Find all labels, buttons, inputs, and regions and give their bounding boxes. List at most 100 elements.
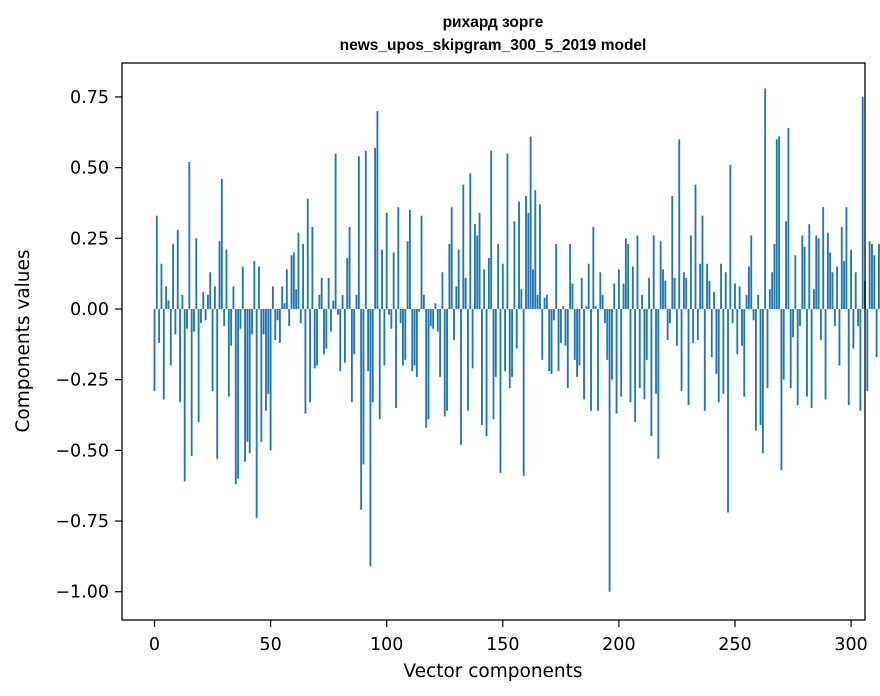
bar <box>318 294 321 309</box>
bar <box>244 308 246 462</box>
bar <box>594 306 597 309</box>
bar <box>190 308 193 457</box>
bar <box>367 308 370 372</box>
bar <box>873 255 876 309</box>
bar <box>831 272 834 309</box>
bar <box>662 269 664 309</box>
bar <box>425 308 428 428</box>
bar <box>736 308 739 355</box>
bar <box>741 308 743 346</box>
bar <box>634 308 637 423</box>
bar <box>337 308 339 315</box>
bar <box>285 269 288 309</box>
bar <box>395 308 397 408</box>
x-tick-label: 300 <box>834 635 867 655</box>
bar <box>232 286 235 309</box>
bar <box>474 224 476 309</box>
bar <box>780 308 783 471</box>
bar <box>506 153 509 309</box>
bar <box>785 221 787 309</box>
bar <box>295 289 298 309</box>
bar <box>819 308 822 341</box>
bar <box>248 308 251 454</box>
bar <box>360 308 363 510</box>
bar <box>443 308 446 417</box>
bar <box>390 308 393 329</box>
chart-subtitle: news_upos_skipgram_300_5_2019 model <box>340 37 647 54</box>
bar <box>648 277 650 309</box>
bar <box>346 258 349 309</box>
bar <box>562 306 565 309</box>
bar <box>448 243 451 309</box>
bar <box>522 308 525 476</box>
bar <box>557 308 560 372</box>
bar <box>311 226 314 309</box>
bar <box>833 308 836 326</box>
bar <box>167 300 170 309</box>
bar <box>680 308 683 391</box>
bar <box>418 308 421 312</box>
bar <box>576 308 579 377</box>
bar <box>515 308 518 349</box>
bar <box>715 308 718 375</box>
bar <box>613 283 616 309</box>
bar <box>213 286 216 309</box>
bar <box>323 308 325 355</box>
bar <box>731 308 734 324</box>
bar <box>622 283 625 309</box>
bar <box>313 308 316 369</box>
bar <box>799 308 801 326</box>
bar <box>320 277 323 309</box>
bar <box>218 241 221 309</box>
bar <box>608 308 611 592</box>
bar <box>327 277 330 309</box>
y-tick-label: −1.00 <box>55 583 109 603</box>
bar <box>457 249 460 309</box>
bar <box>462 184 465 309</box>
bar <box>501 263 504 309</box>
bar <box>197 308 200 423</box>
bar <box>260 308 263 442</box>
bar <box>385 212 388 309</box>
bar <box>434 303 437 309</box>
bar <box>826 232 829 309</box>
bar <box>269 308 272 451</box>
bar <box>566 308 569 389</box>
bar <box>843 260 846 309</box>
bar <box>230 308 233 346</box>
bar <box>383 308 386 366</box>
bar <box>195 238 198 309</box>
bar <box>871 243 873 309</box>
bar <box>569 243 572 309</box>
bar <box>761 308 764 454</box>
bar <box>411 308 414 372</box>
bar <box>782 308 785 380</box>
bar <box>687 308 690 406</box>
bar <box>617 269 620 309</box>
bar <box>369 308 372 567</box>
bar <box>606 308 609 360</box>
bar <box>854 272 857 309</box>
bar <box>453 308 455 341</box>
bar <box>859 308 862 411</box>
bar <box>682 272 685 309</box>
bar <box>585 306 588 309</box>
bar <box>545 294 548 309</box>
x-tick-label: 50 <box>259 635 281 655</box>
bar <box>392 252 395 309</box>
bar <box>850 249 852 309</box>
bar <box>541 308 544 360</box>
bar <box>669 308 671 324</box>
bar <box>499 308 502 473</box>
bar <box>525 195 527 309</box>
bar <box>415 308 418 377</box>
bar <box>262 308 265 335</box>
bar <box>773 243 776 309</box>
bar <box>550 308 553 375</box>
bar <box>427 308 430 420</box>
bar <box>757 294 760 309</box>
bar <box>274 308 277 341</box>
bar <box>513 221 516 309</box>
bar <box>717 308 720 403</box>
bar <box>866 308 869 391</box>
